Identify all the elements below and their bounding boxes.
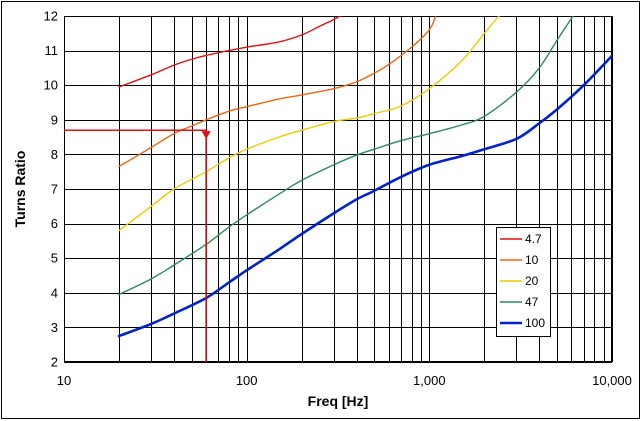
y-axis-title: Turns Ratio xyxy=(12,151,28,228)
annotation-arrow-line xyxy=(64,129,207,362)
y-tick-label: 8 xyxy=(51,147,58,162)
legend-label: 47 xyxy=(525,295,539,309)
y-tick-label: 9 xyxy=(51,112,58,127)
y-tick-label: 4 xyxy=(51,285,58,300)
x-tick-label: 10,000 xyxy=(592,373,632,388)
y-tick-label: 5 xyxy=(51,251,58,266)
y-tick-label: 3 xyxy=(51,320,58,335)
y-tick-label: 6 xyxy=(51,216,58,231)
legend-label: 100 xyxy=(525,316,545,330)
x-axis-title: Freq [Hz] xyxy=(308,393,369,409)
y-tick-label: 7 xyxy=(51,182,58,197)
legend-label: 20 xyxy=(525,274,539,288)
y-tick-label: 2 xyxy=(51,355,58,370)
x-tick-label: 10 xyxy=(57,373,71,388)
y-tick-label: 10 xyxy=(44,78,58,93)
series-line-10 xyxy=(118,16,437,168)
series-line-4-7 xyxy=(118,16,342,88)
y-tick-label: 11 xyxy=(45,43,59,58)
annotation-arrowhead xyxy=(201,131,211,140)
series-line-100 xyxy=(117,54,612,338)
legend-label: 10 xyxy=(525,253,539,267)
series-line-20 xyxy=(118,16,500,232)
legend-box xyxy=(496,227,551,337)
x-tick-label: 100 xyxy=(236,373,258,388)
legend-label: 4.7 xyxy=(525,232,542,246)
y-tick-label: 12 xyxy=(44,9,58,24)
x-tick-label: 1,000 xyxy=(413,373,446,388)
legend: 4.7 10 20 47 100 xyxy=(496,227,551,337)
